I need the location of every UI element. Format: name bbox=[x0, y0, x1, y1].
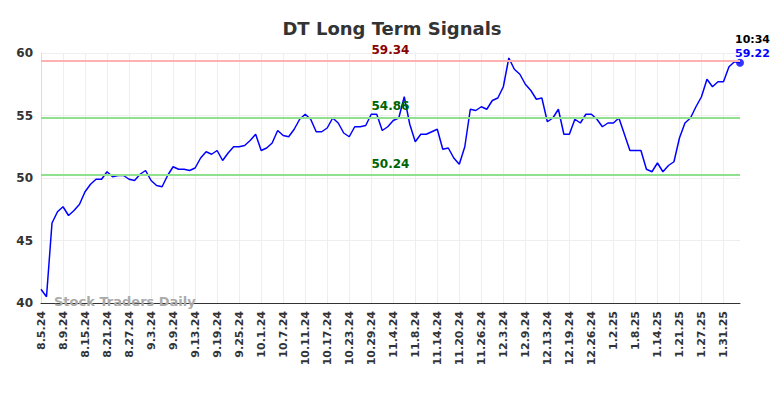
svg-text:9.3.24: 9.3.24 bbox=[145, 311, 158, 350]
svg-text:1.2.25: 1.2.25 bbox=[607, 311, 620, 350]
svg-text:DT Long Term Signals: DT Long Term Signals bbox=[282, 18, 501, 39]
svg-text:1.8.25: 1.8.25 bbox=[629, 311, 642, 350]
svg-text:9.9.24: 9.9.24 bbox=[167, 311, 180, 350]
svg-text:10.29.24: 10.29.24 bbox=[365, 311, 378, 366]
svg-text:1.31.25: 1.31.25 bbox=[717, 311, 730, 358]
svg-text:10.11.24: 10.11.24 bbox=[299, 311, 312, 366]
svg-text:11.14.24: 11.14.24 bbox=[431, 311, 444, 366]
svg-text:12.26.24: 12.26.24 bbox=[585, 311, 598, 366]
svg-text:50: 50 bbox=[16, 171, 33, 185]
svg-text:11.4.24: 11.4.24 bbox=[387, 311, 400, 358]
svg-text:54.86: 54.86 bbox=[372, 99, 410, 113]
svg-text:8.15.24: 8.15.24 bbox=[79, 311, 92, 358]
svg-text:9.25.24: 9.25.24 bbox=[233, 311, 246, 358]
svg-text:8.27.24: 8.27.24 bbox=[123, 311, 136, 358]
svg-text:12.19.24: 12.19.24 bbox=[563, 311, 576, 366]
svg-text:60: 60 bbox=[16, 46, 33, 60]
svg-text:55: 55 bbox=[16, 109, 33, 123]
svg-text:12.13.24: 12.13.24 bbox=[541, 311, 554, 366]
svg-text:10.1.24: 10.1.24 bbox=[255, 311, 268, 358]
svg-text:11.20.24: 11.20.24 bbox=[453, 311, 466, 366]
svg-text:8.9.24: 8.9.24 bbox=[57, 311, 70, 350]
svg-text:40: 40 bbox=[16, 296, 33, 310]
svg-text:8.5.24: 8.5.24 bbox=[35, 311, 48, 350]
svg-text:59.22: 59.22 bbox=[735, 47, 770, 60]
svg-text:9.13.24: 9.13.24 bbox=[189, 311, 202, 358]
svg-text:11.8.24: 11.8.24 bbox=[409, 311, 422, 358]
svg-text:1.27.25: 1.27.25 bbox=[695, 311, 708, 358]
svg-text:59.34: 59.34 bbox=[372, 43, 410, 57]
svg-text:10.17.24: 10.17.24 bbox=[321, 311, 334, 366]
svg-text:Stock Traders Daily: Stock Traders Daily bbox=[54, 294, 196, 309]
svg-text:1.14.25: 1.14.25 bbox=[651, 311, 664, 358]
svg-text:10.7.24: 10.7.24 bbox=[277, 311, 290, 358]
svg-text:8.21.24: 8.21.24 bbox=[101, 311, 114, 358]
svg-text:10.23.24: 10.23.24 bbox=[343, 311, 356, 366]
svg-text:9.19.24: 9.19.24 bbox=[211, 311, 224, 358]
svg-text:11.26.24: 11.26.24 bbox=[475, 311, 488, 366]
svg-text:1.21.25: 1.21.25 bbox=[673, 311, 686, 358]
svg-text:12.3.24: 12.3.24 bbox=[497, 311, 510, 358]
svg-text:10:34: 10:34 bbox=[735, 33, 770, 46]
svg-text:50.24: 50.24 bbox=[372, 157, 410, 171]
svg-text:12.9.24: 12.9.24 bbox=[519, 311, 532, 358]
svg-text:45: 45 bbox=[16, 234, 33, 248]
